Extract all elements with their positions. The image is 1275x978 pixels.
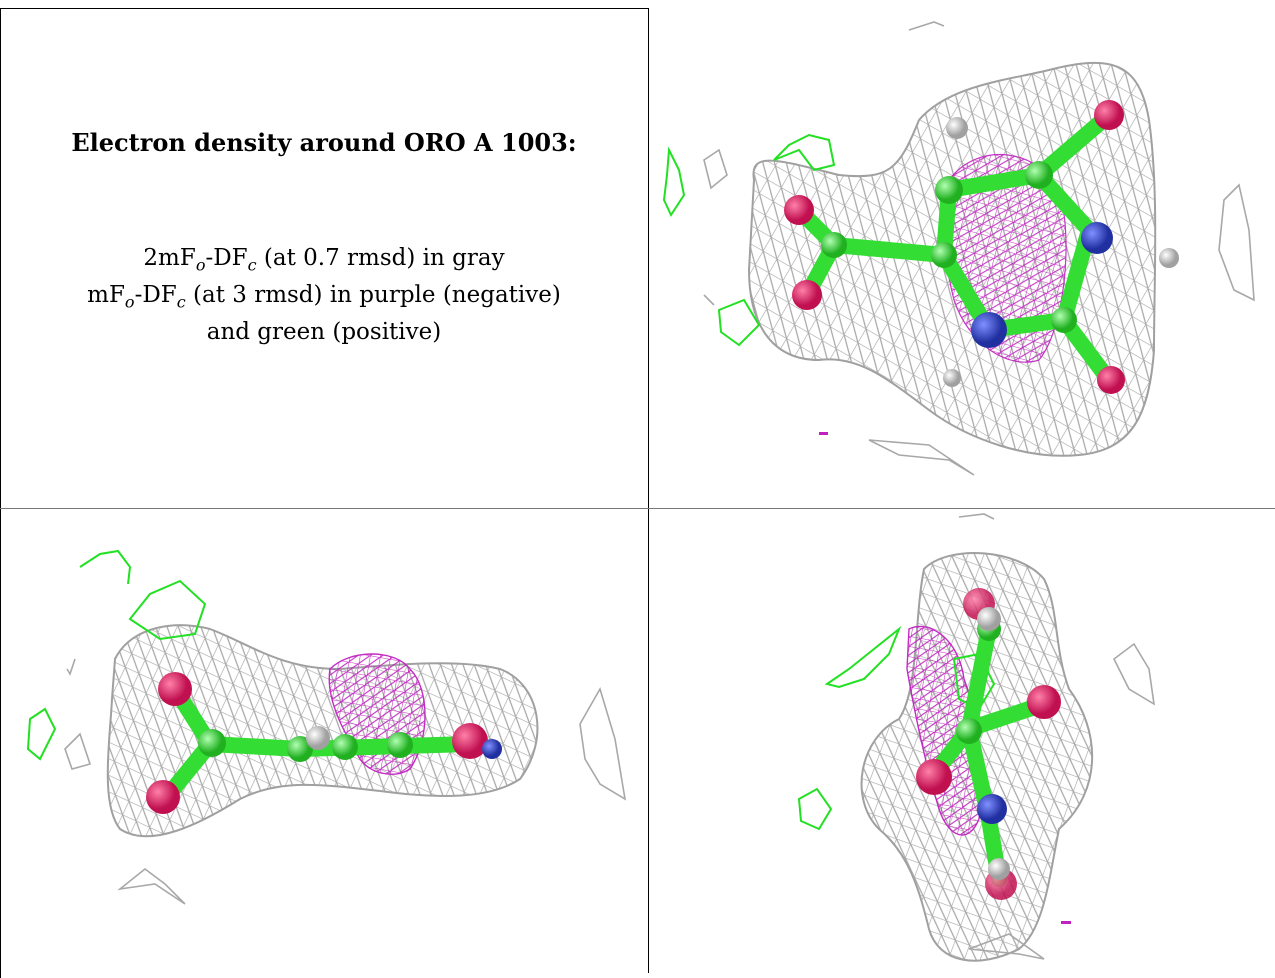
frame-center-line (648, 8, 649, 973)
caption-cell: Electron density around ORO A 1003: 2mFo… (0, 8, 648, 508)
molecule-end-view (916, 588, 1061, 900)
gray-mesh-fragments (958, 513, 1156, 960)
molecule-side-view (146, 672, 502, 814)
legend-line-2fofc-post: (at 0.7 rmsd) in gray (256, 245, 505, 271)
legend-line-fofc-sub2: c (176, 292, 186, 312)
gray-mesh-fragments (64, 658, 627, 905)
legend-line-fofc-post: (at 3 rmsd) in purple (negative) (185, 282, 561, 308)
legend-line-fofc-mid: -DF (134, 282, 177, 308)
frame-left-line (0, 8, 1, 978)
density-panel-top-view (649, 0, 1275, 508)
molecule-top-view (784, 100, 1179, 394)
frame-middle-line (0, 508, 1275, 509)
green-mesh-positive (662, 133, 836, 347)
caption-legend: 2mFo-DFc (at 0.7 rmsd) in gray mFo-DFc (… (0, 240, 648, 351)
caption-title: Electron density around ORO A 1003: (71, 128, 577, 157)
legend-line-fofc-sub1: o (124, 292, 135, 312)
density-panel-side-view (0, 509, 648, 978)
purple-mesh-negative (906, 625, 982, 836)
legend-line-2fofc-sub1: o (195, 255, 206, 275)
purple-dot (819, 432, 828, 435)
density-render-end-view (797, 513, 1156, 962)
density-panel-end-view (649, 509, 1275, 978)
legend-line-2fofc-sub2: c (247, 255, 257, 275)
legend-line-fofc: mFo-DFc (at 3 rmsd) in purple (negative) (0, 277, 648, 314)
legend-line-positive: and green (positive) (206, 319, 442, 345)
density-render-side-view (26, 549, 627, 905)
frame-top-line (0, 8, 648, 9)
legend-line-2fofc: 2mFo-DFc (at 0.7 rmsd) in gray (0, 240, 648, 277)
green-mesh-positive (797, 625, 996, 831)
legend-line-fofc-pre: mF (87, 282, 125, 308)
gray-mesh-fragments (703, 21, 1255, 476)
density-render-top-view (662, 21, 1255, 476)
legend-line-2fofc-mid: -DF (205, 245, 248, 271)
purple-dot (1061, 921, 1071, 924)
green-mesh-positive (26, 549, 207, 761)
legend-line-2fofc-pre: 2mF (143, 245, 196, 271)
